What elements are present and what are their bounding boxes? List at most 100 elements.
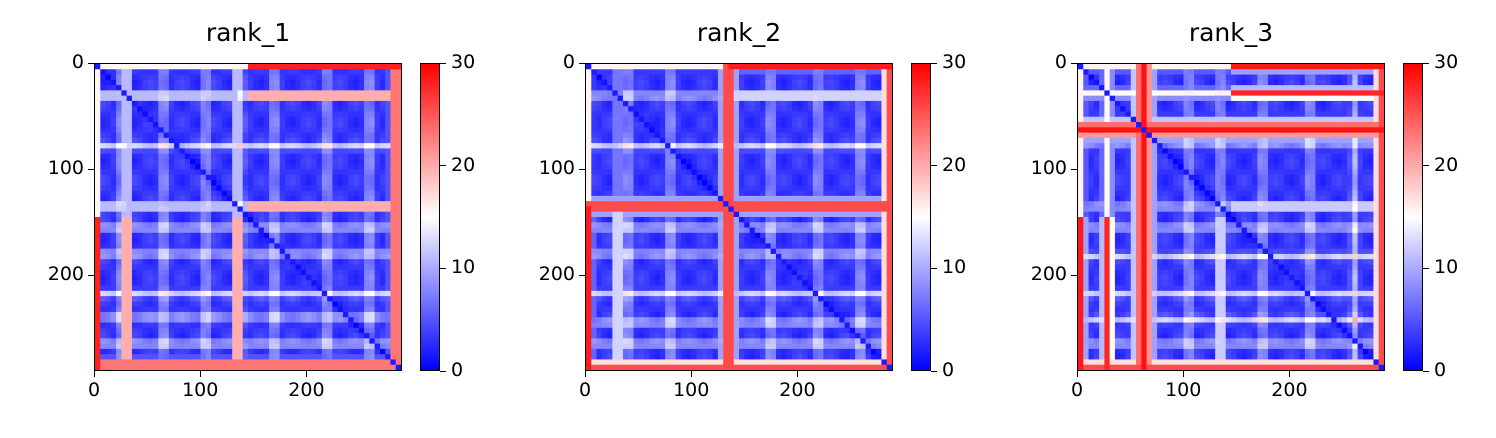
heatmap-cell (195, 333, 202, 339)
heatmap-cell (770, 206, 777, 213)
heatmap-cell (163, 69, 170, 76)
heatmap-cell (253, 169, 260, 176)
heatmap-cell (659, 174, 666, 181)
heatmap-cell (269, 116, 275, 123)
heatmap-cell (823, 180, 830, 186)
heatmap-cell (712, 195, 719, 202)
heatmap-cell (348, 195, 355, 202)
heatmap-cell (833, 64, 840, 70)
heatmap-cell (823, 137, 830, 144)
heatmap-cell (607, 106, 613, 113)
heatmap-cell (586, 106, 592, 113)
heatmap-cell (269, 106, 275, 113)
heatmap-cell (385, 364, 392, 370)
heatmap-cell (617, 85, 624, 91)
heatmap-cell (279, 333, 286, 339)
heatmap-cell (601, 201, 608, 208)
heatmap-cell (174, 111, 181, 118)
heatmap-cell (300, 158, 307, 165)
heatmap-cell (216, 296, 223, 303)
heatmap-cell (601, 116, 608, 123)
heatmap-cell (390, 201, 397, 208)
heatmap-cell (638, 190, 645, 197)
heatmap-cell (153, 64, 159, 70)
heatmap-cell (211, 327, 217, 334)
heatmap-cell (179, 64, 186, 70)
heatmap-cell (105, 95, 112, 102)
heatmap-cell (369, 127, 376, 134)
heatmap-cell (733, 116, 740, 123)
heatmap-cell (686, 174, 693, 181)
heatmap-cell (358, 253, 365, 260)
heatmap-cell (147, 69, 154, 76)
heatmap-cell (390, 227, 397, 234)
heatmap-cell (686, 85, 693, 91)
heatmap-cell (195, 343, 202, 350)
heatmap-cell (353, 238, 360, 244)
heatmap-cell (749, 164, 756, 171)
heatmap-cell (353, 132, 360, 139)
heatmap-cell (744, 143, 751, 150)
heatmap-cell (364, 69, 370, 76)
heatmap-cell (168, 74, 175, 81)
heatmap-cell (274, 359, 281, 366)
heatmap-cell (712, 95, 719, 102)
heatmap-cell (184, 232, 191, 239)
heatmap-cell (142, 232, 149, 239)
heatmap-cell (886, 85, 892, 91)
heatmap-cell (300, 264, 307, 271)
heatmap-cell (739, 174, 745, 181)
heatmap-cell (379, 69, 386, 76)
heatmap-cell (342, 264, 349, 271)
heatmap-cell (628, 74, 635, 81)
heatmap-cell (226, 253, 233, 260)
heatmap-cell (659, 137, 666, 144)
heatmap-cell (870, 185, 877, 192)
heatmap-cell (237, 269, 244, 276)
heatmap-cell (348, 95, 355, 102)
heatmap-cell (105, 201, 112, 208)
heatmap-cell (184, 111, 191, 118)
heatmap-cell (153, 122, 159, 128)
heatmap-cell (284, 364, 291, 370)
heatmap-cell (728, 148, 735, 155)
heatmap-cell (311, 111, 318, 118)
heatmap-cell (369, 116, 376, 123)
heatmap-cell (607, 153, 613, 160)
heatmap-cell (279, 111, 286, 118)
heatmap-cell (279, 227, 286, 234)
heatmap-cell (306, 364, 312, 370)
heatmap-cell (786, 164, 793, 171)
heatmap-cell (131, 275, 138, 281)
heatmap-cell (342, 354, 349, 361)
heatmap-cell (121, 122, 128, 128)
heatmap-cell (290, 158, 297, 165)
heatmap-cell (221, 354, 228, 361)
heatmap-cell (216, 232, 223, 239)
heatmap-cell (791, 74, 798, 81)
heatmap-cell (237, 153, 244, 160)
heatmap-cell (591, 206, 598, 213)
heatmap-cell (253, 148, 260, 155)
heatmap-cell (680, 69, 687, 76)
heatmap-cell (327, 327, 334, 334)
heatmap-cell (311, 95, 318, 102)
heatmap-cell (744, 190, 751, 197)
heatmap-cell (628, 201, 635, 208)
heatmap-cell (211, 116, 217, 123)
heatmap-cell (263, 201, 270, 208)
heatmap-cell (274, 122, 281, 128)
heatmap-cell (654, 100, 661, 107)
heatmap-cell (786, 95, 793, 102)
heatmap-cell (242, 132, 249, 139)
heatmap-cell (644, 158, 650, 165)
heatmap-cell (269, 238, 275, 244)
heatmap-cell (137, 217, 144, 223)
heatmap-cell (153, 79, 159, 86)
heatmap-cell (765, 90, 772, 97)
heatmap-cell (205, 106, 212, 113)
heatmap-cell (290, 85, 297, 91)
heatmap-cell (258, 348, 265, 355)
heatmap-cell (337, 348, 344, 355)
heatmap-cell (342, 364, 349, 370)
